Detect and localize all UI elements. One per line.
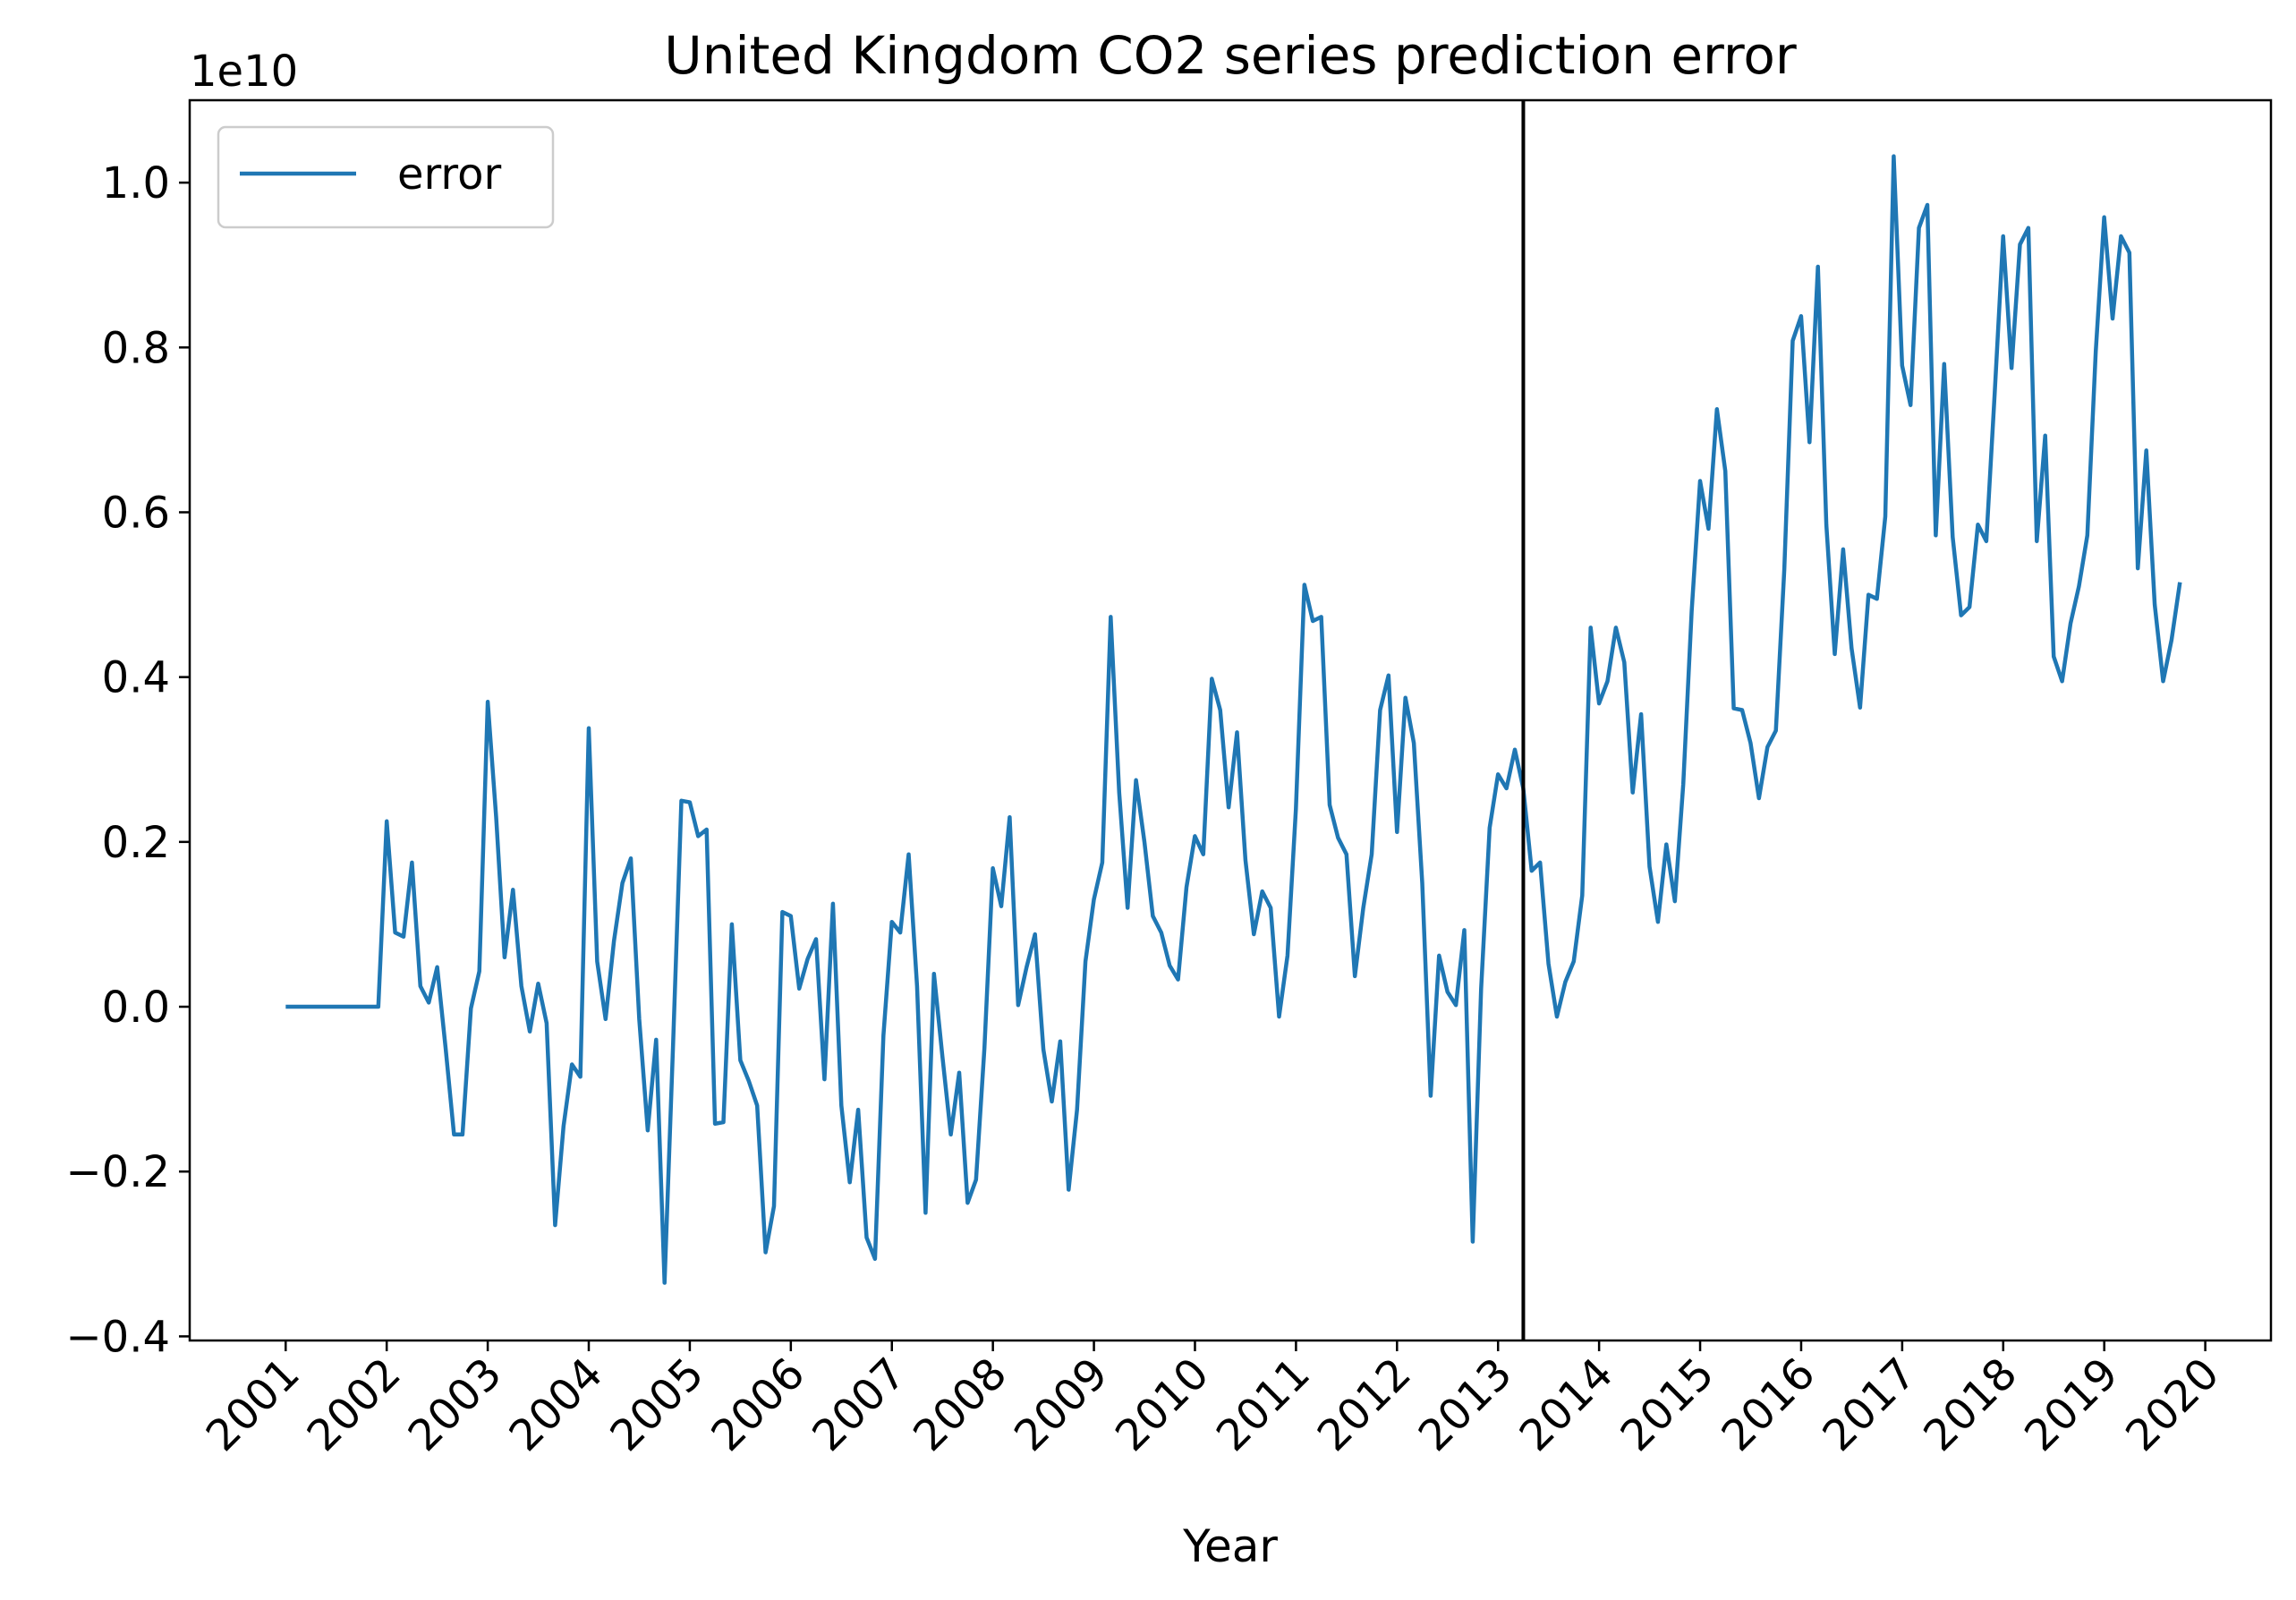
y-tick-label: 0.0 (102, 983, 170, 1033)
x-tick-label: 2009 (1005, 1349, 1118, 1461)
y-axis-ticks: −0.4 −0.2 0.0 0.2 0.4 0.6 0.8 1.0 (65, 158, 190, 1362)
y-tick-label: 0.2 (102, 818, 170, 868)
legend-box (217, 125, 555, 229)
x-tick-label: 2019 (2015, 1349, 2128, 1461)
x-axis-label: Year (1182, 1520, 1278, 1572)
x-tick-label: 2010 (1106, 1349, 1219, 1461)
x-tick-label: 2006 (702, 1349, 814, 1461)
x-tick-label: 2020 (2116, 1349, 2229, 1461)
chart-title: United Kingdom CO2 series prediction err… (664, 25, 1797, 86)
x-tick-label: 2004 (500, 1349, 613, 1461)
y-tick-label: 0.8 (102, 323, 170, 373)
x-tick-label: 2017 (1813, 1349, 1926, 1461)
legend: error (217, 125, 555, 229)
x-tick-label: 2001 (197, 1349, 310, 1461)
x-tick-label: 2015 (1611, 1349, 1724, 1461)
x-tick-label: 2016 (1712, 1349, 1824, 1461)
y-axis-offset-label: 1e10 (190, 47, 298, 97)
y-tick-label: −0.4 (65, 1312, 170, 1362)
y-tick-label: 0.6 (102, 488, 170, 538)
plot-area-frame (188, 98, 2273, 1342)
x-tick-label: 2007 (803, 1349, 915, 1461)
y-tick-label: 0.4 (102, 653, 170, 703)
x-axis-ticks: 2001200220032004200520062007200820092010… (197, 1340, 2229, 1461)
x-tick-label: 2008 (904, 1349, 1016, 1461)
y-tick-label: −0.2 (65, 1147, 170, 1197)
x-tick-label: 2014 (1510, 1349, 1623, 1461)
x-tick-label: 2003 (399, 1349, 512, 1461)
y-tick-label: 1.0 (102, 158, 170, 209)
x-tick-label: 2005 (600, 1349, 713, 1461)
x-tick-label: 2002 (298, 1349, 411, 1461)
x-tick-label: 2011 (1207, 1349, 1320, 1461)
x-tick-label: 2012 (1308, 1349, 1421, 1461)
legend-label-error: error (397, 149, 501, 200)
series-line-error (285, 154, 2182, 1285)
x-tick-label: 2018 (1914, 1349, 2027, 1461)
x-tick-label: 2013 (1409, 1349, 1522, 1461)
